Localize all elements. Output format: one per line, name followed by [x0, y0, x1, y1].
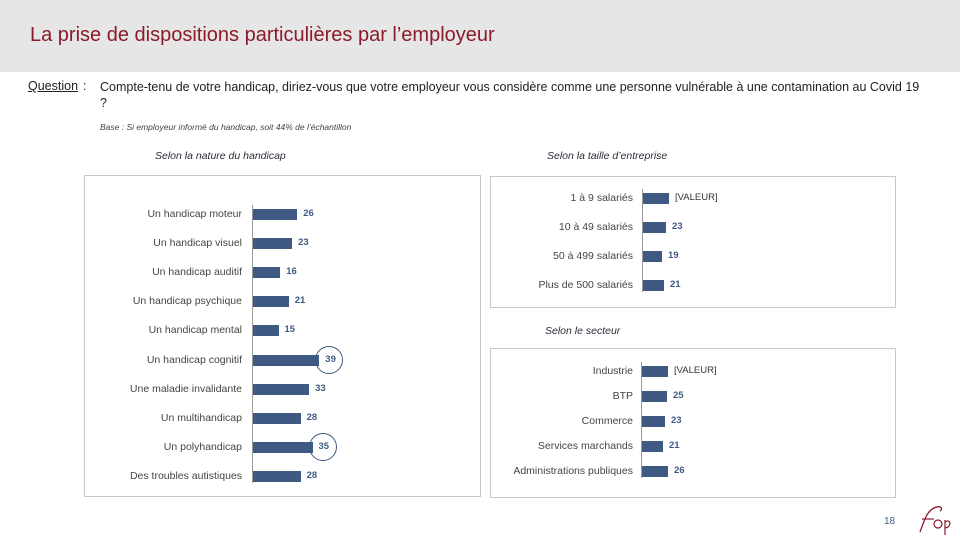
chart-title-secteur: Selon le secteur [545, 325, 621, 337]
header-band [0, 0, 960, 72]
chart-panel-secteur [490, 348, 896, 498]
bar [253, 354, 320, 366]
highlight-circle [308, 432, 337, 461]
category-label: Administrations publiques [513, 465, 633, 477]
value-label: 28 [306, 411, 318, 423]
category-label: Un handicap visuel [153, 237, 242, 250]
category-label: Un handicap moteur [147, 208, 242, 220]
category-label: Des troubles autistiques [129, 469, 242, 482]
fop-logo-icon [919, 506, 951, 535]
bar [253, 325, 279, 337]
category-label: Un handicap cognitif [146, 353, 242, 366]
question-text: Compte-tenu de votre handicap, diriez-vo… [100, 80, 920, 110]
bar [643, 251, 662, 262]
value-label: 21 [294, 295, 306, 307]
bar [643, 193, 669, 204]
category-label: Une maladie invalidante [129, 382, 242, 395]
category-label: Un handicap auditif [152, 266, 242, 279]
chart-panel-taille [490, 176, 896, 308]
value-label: 26 [674, 465, 685, 476]
question-label: Question [28, 79, 79, 93]
bar [642, 416, 665, 427]
chart-axis [641, 362, 642, 478]
bar [253, 412, 301, 424]
category-label: Un polyhandicap [163, 440, 242, 453]
bar [642, 391, 667, 402]
value-label: 15 [284, 324, 296, 336]
category-label: 10 à 49 salariés [558, 221, 633, 233]
value-label: 23 [298, 237, 309, 249]
value-label: 23 [672, 221, 683, 232]
value-label: [VALEUR] [675, 192, 718, 203]
value-label: 25 [673, 390, 684, 401]
chart-axis [252, 205, 253, 483]
category-label: Industrie [592, 365, 633, 377]
value-label: 19 [668, 250, 679, 261]
page-title: La prise de dispositions particulières p… [30, 24, 495, 46]
highlight-circle [315, 345, 344, 374]
page-number: 18 [884, 516, 896, 527]
chart-axis [642, 189, 643, 292]
bar [253, 383, 310, 395]
category-label: 50 à 499 salariés [553, 250, 633, 262]
chart-title-nature: Selon la nature du handicap [155, 150, 286, 162]
bar [253, 296, 289, 308]
bar [253, 238, 293, 250]
bar [643, 280, 664, 291]
bar [642, 366, 668, 377]
chart-title-taille: Selon la taille d’entreprise [547, 150, 668, 162]
bar [253, 267, 281, 279]
bar [643, 222, 666, 233]
value-label: [VALEUR] [674, 365, 717, 376]
value-label: 23 [671, 415, 682, 426]
category-label: Un multihandicap [160, 411, 242, 424]
category-label: BTP [612, 390, 633, 402]
value-label: 33 [315, 382, 326, 394]
value-label: 21 [669, 440, 680, 451]
category-label: 1 à 9 salariés [570, 192, 633, 204]
base-note: Base : Si employeur informé du handicap,… [100, 122, 352, 132]
category-label: Un handicap psychique [132, 295, 242, 308]
value-label: 26 [303, 208, 314, 219]
category-label: Commerce [581, 415, 633, 427]
value-label: 16 [286, 266, 297, 278]
category-label: Un handicap mental [148, 324, 242, 337]
question-colon: : [83, 79, 87, 93]
bar [642, 466, 668, 477]
bar [642, 441, 663, 452]
bar [253, 470, 301, 482]
category-label: Plus de 500 salariés [538, 279, 633, 291]
value-label: 21 [670, 279, 681, 290]
bar [253, 441, 313, 453]
category-label: Services marchands [537, 440, 633, 452]
value-label: 28 [306, 469, 318, 481]
bar [253, 209, 298, 220]
